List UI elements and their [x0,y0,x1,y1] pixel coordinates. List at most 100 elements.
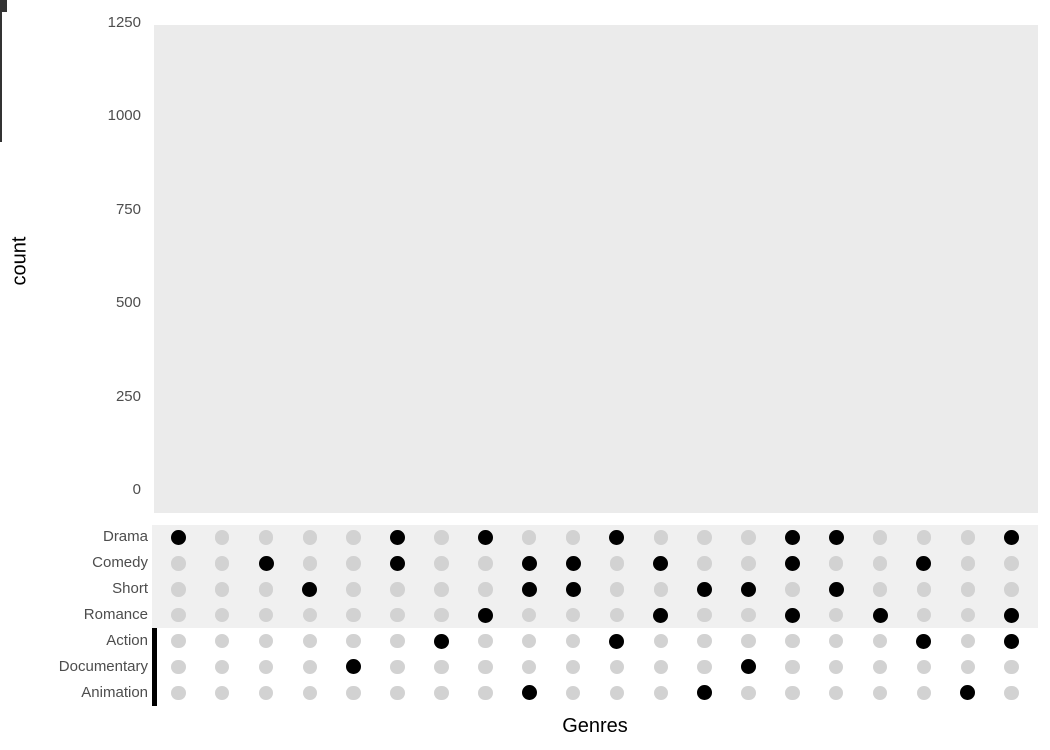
matrix-dot-inactive [872,685,888,701]
matrix-dot-inactive [1004,556,1019,571]
combination-matrix-panel [152,524,1038,706]
matrix-dot-inactive [609,556,625,571]
matrix-dot-active [960,685,976,701]
matrix-dot-inactive [828,607,844,623]
matrix-dot-active [653,607,669,623]
matrix-dot-inactive [171,633,186,649]
x-tick [0,25,2,32]
matrix-dot-inactive [478,633,493,649]
matrix-dot-active [258,555,274,571]
x-tick [0,129,2,136]
matrix-dot-active [872,607,888,623]
matrix-dot-active [170,529,186,545]
matrix-dot-active [609,633,625,649]
grid-line-minor [152,13,1038,15]
matrix-dot-active [740,581,756,597]
matrix-dot-inactive [653,530,668,545]
matrix-dot-inactive [390,607,405,623]
matrix-dot-active [1004,633,1020,649]
x-tick [0,31,2,38]
set-label: Short [112,580,148,598]
matrix-dot-inactive [872,530,888,545]
set-label: Comedy [92,554,148,572]
matrix-dot-inactive [302,607,318,623]
matrix-dot-active [653,555,669,571]
matrix-dot-inactive [872,582,888,597]
matrix-dot-active [565,555,581,571]
matrix-dot-inactive [697,633,712,649]
matrix-dot-active [916,555,932,571]
matrix-dot-inactive [960,530,976,545]
matrix-dot-inactive [258,582,274,597]
y-tick [0,6,7,8]
matrix-dot-active [521,555,537,571]
matrix-dot-inactive [565,659,581,675]
matrix-dot-inactive [609,685,625,701]
x-tick [0,90,2,97]
matrix-dot-inactive [565,607,581,623]
x-tick [0,51,2,58]
grid-line-minor [152,11,1038,12]
matrix-dot-active [302,581,318,597]
combo-line [152,628,157,654]
matrix-dot-inactive [828,659,844,675]
matrix-dot-inactive [785,582,800,597]
matrix-dot-inactive [609,607,625,623]
matrix-dot-active [477,607,493,623]
matrix-dot-inactive [828,633,844,649]
grid-line-major [152,18,1038,21]
matrix-dot-inactive [609,582,625,597]
x-tick [0,18,2,25]
grid-line-major [152,17,1038,19]
matrix-dot-inactive [434,685,449,701]
matrix-dot-inactive [346,582,361,597]
row-stripe [152,524,1038,551]
matrix-dot-active [433,633,449,649]
matrix-dot-active [784,607,800,623]
matrix-dot-inactive [171,659,186,675]
matrix-dot-active [609,529,625,545]
y-tick-label: 250 [115,387,141,405]
matrix-dot-inactive [478,582,493,597]
matrix-dot-active [390,555,406,571]
matrix-dot-inactive [214,633,230,649]
y-tick-label: 500 [115,294,141,312]
matrix-dot-inactive [390,633,405,649]
matrix-dot-inactive [302,659,318,675]
grid-line-major [152,23,1038,26]
x-tick [0,38,2,45]
x-tick [0,103,2,110]
matrix-dot-inactive [741,607,756,623]
grid-line-minor [152,11,1038,13]
matrix-dot-inactive [214,530,230,545]
matrix-dot-inactive [916,530,932,545]
y-tick-label: 1000 [107,107,141,125]
matrix-dot-inactive [916,659,932,675]
y-axis-title: count [8,236,31,286]
matrix-dot-active [697,685,713,701]
matrix-dot-active [1004,529,1020,545]
matrix-dot-inactive [258,530,274,545]
matrix-dot-inactive [653,685,668,701]
matrix-dot-inactive [171,685,186,701]
matrix-dot-inactive [302,633,318,649]
row-stripe [152,576,1038,603]
matrix-dot-inactive [565,633,581,649]
matrix-dot-inactive [872,556,888,571]
y-tick-label: 1250 [107,13,141,31]
x-axis-title: Genres [562,715,628,737]
matrix-dot-inactive [390,582,405,597]
y-tick [0,10,7,12]
matrix-dot-inactive [390,685,405,701]
matrix-dot-inactive [258,659,274,675]
matrix-dot-inactive [302,530,318,545]
matrix-dot-inactive [390,659,405,675]
matrix-dot-inactive [346,556,361,571]
matrix-dot-inactive [828,556,844,571]
x-tick [0,70,2,77]
matrix-dot-inactive [697,556,712,571]
matrix-dot-inactive [1004,685,1019,701]
matrix-dot-inactive [302,685,318,701]
matrix-dot-active [390,529,406,545]
